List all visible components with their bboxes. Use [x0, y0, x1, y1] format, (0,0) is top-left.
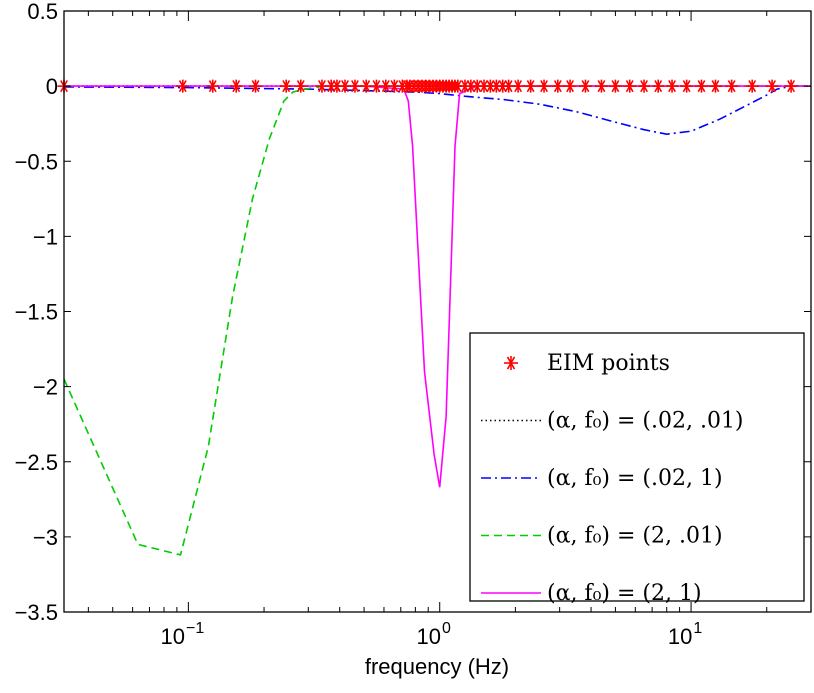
eim-point-40: [502, 79, 516, 93]
eim-point-3: [229, 79, 243, 93]
y-tick-label-0: 0.5: [27, 0, 58, 24]
series-line-1: [64, 85, 811, 136]
legend-label-3: (α, f₀) = (2, .01): [547, 524, 723, 549]
eim-point-6: [294, 79, 308, 93]
eim-point-45: [563, 79, 577, 93]
eim-point-46: [578, 79, 592, 93]
legend-label-1: (α, f₀) = (.02, .01): [547, 409, 744, 434]
eim-point-44: [551, 79, 565, 93]
x-tick-label-1: 100: [417, 620, 451, 649]
eim-point-53: [680, 79, 694, 93]
legend-entry-0: EIM points: [504, 351, 670, 376]
eim-point-10: [338, 79, 352, 93]
x-tick-label-0: 10−1: [161, 620, 205, 649]
eim-point-55: [708, 79, 722, 93]
eim-point-41: [511, 79, 525, 93]
y-tick-label-7: −3: [33, 525, 58, 550]
eim-point-2: [206, 79, 220, 93]
legend-label-2: (α, f₀) = (.02, 1): [547, 466, 723, 491]
x-axis-label: frequency (Hz): [365, 654, 509, 679]
y-tick-label-4: −1.5: [15, 300, 58, 325]
eim-point-7: [315, 79, 329, 93]
eim-point-59: [784, 79, 798, 93]
y-tick-label-1: 0: [46, 74, 58, 99]
eim-point-54: [694, 79, 708, 93]
ticks-layer: 0.5 0 −0.5 −1 −1.5 −2 −2.5 −3 −3.5 10−1 100 101: [15, 0, 812, 649]
y-tick-label-2: −0.5: [15, 149, 58, 174]
eim-points-layer: [57, 79, 798, 93]
y-tick-label-5: −2: [33, 375, 58, 400]
eim-point-57: [745, 79, 759, 93]
legend-entry-4: (α, f₀) = (2, 1): [481, 581, 702, 606]
eim-point-47: [594, 79, 608, 93]
y-tick-label-3: −1: [33, 224, 58, 249]
legend-entry-1: (α, f₀) = (.02, .01): [481, 409, 744, 434]
legend-label-4: (α, f₀) = (2, 1): [547, 581, 702, 606]
eim-point-51: [651, 79, 665, 93]
x-tick-label-2: 101: [668, 620, 702, 649]
y-tick-label-8: −3.5: [15, 600, 58, 625]
eim-point-5: [279, 79, 293, 93]
legend-entry-3: (α, f₀) = (2, .01): [481, 524, 723, 549]
eim-point-43: [537, 79, 551, 93]
eim-point-49: [623, 79, 637, 93]
eim-point-14: [379, 79, 393, 93]
eim-point-42: [524, 79, 538, 93]
legend-label-0: EIM points: [547, 351, 670, 376]
legend: EIM points (α, f₀) = (.02, .01) (α, f₀) = …: [469, 332, 805, 606]
legend-entry-2: (α, f₀) = (.02, 1): [481, 466, 723, 491]
eim-point-58: [765, 79, 779, 93]
eim-point-56: [725, 79, 739, 93]
eim-point-52: [665, 79, 679, 93]
eim-point-50: [637, 79, 651, 93]
eim-point-4: [249, 79, 263, 93]
eim-point-11: [348, 79, 362, 93]
legend-box: [469, 332, 805, 602]
eim-point-48: [608, 79, 622, 93]
eim-point-1: [176, 79, 190, 93]
y-tick-label-6: −2.5: [15, 450, 58, 475]
